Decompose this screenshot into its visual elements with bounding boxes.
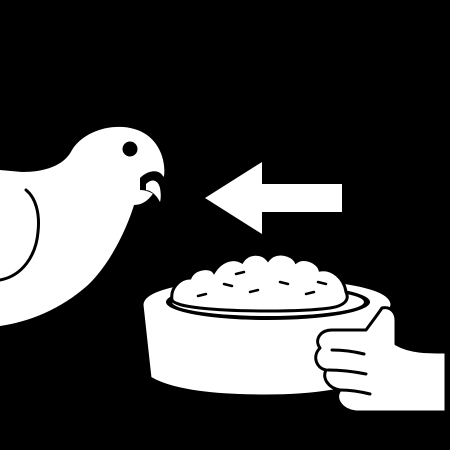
pigeon-icon [0, 126, 166, 326]
hand-icon [314, 306, 448, 414]
arrow-left-icon [205, 162, 342, 234]
food-bowl-icon [140, 252, 394, 398]
